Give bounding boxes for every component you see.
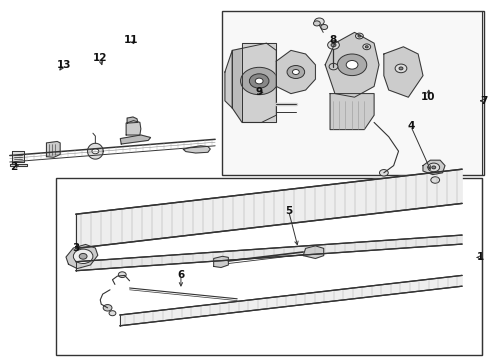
Circle shape: [379, 170, 387, 176]
Circle shape: [337, 54, 366, 76]
Text: 3: 3: [72, 243, 79, 253]
Text: 11: 11: [123, 35, 138, 45]
Circle shape: [103, 305, 112, 311]
Circle shape: [286, 66, 304, 78]
Text: 5: 5: [285, 206, 291, 216]
Circle shape: [346, 60, 357, 69]
Text: 13: 13: [56, 60, 71, 70]
Circle shape: [79, 253, 87, 259]
Polygon shape: [120, 135, 150, 144]
Circle shape: [109, 311, 116, 316]
Text: 7: 7: [479, 96, 487, 106]
Polygon shape: [120, 275, 461, 326]
Circle shape: [320, 24, 327, 30]
Text: 6: 6: [177, 270, 184, 280]
Polygon shape: [383, 47, 422, 97]
Circle shape: [92, 149, 99, 154]
Circle shape: [398, 67, 402, 70]
Polygon shape: [422, 160, 444, 175]
Polygon shape: [232, 43, 276, 122]
Circle shape: [327, 41, 339, 49]
Circle shape: [431, 166, 435, 169]
Circle shape: [328, 63, 337, 70]
Circle shape: [314, 18, 324, 25]
Polygon shape: [46, 141, 60, 157]
Text: 1: 1: [476, 252, 483, 262]
Bar: [222, 11, 483, 175]
Circle shape: [240, 67, 277, 95]
Circle shape: [357, 35, 360, 37]
Circle shape: [255, 78, 263, 84]
Polygon shape: [183, 146, 210, 153]
Polygon shape: [12, 151, 24, 162]
Polygon shape: [224, 50, 232, 108]
Polygon shape: [303, 246, 323, 258]
Text: 4: 4: [406, 121, 414, 131]
Polygon shape: [213, 256, 228, 267]
Circle shape: [118, 272, 126, 278]
Circle shape: [73, 249, 93, 264]
Polygon shape: [276, 50, 315, 94]
Circle shape: [380, 185, 386, 190]
Bar: [56, 178, 481, 355]
Text: 9: 9: [255, 87, 262, 97]
Polygon shape: [329, 94, 373, 130]
Circle shape: [362, 44, 370, 50]
Text: 10: 10: [420, 92, 434, 102]
Text: 12: 12: [93, 53, 107, 63]
Circle shape: [430, 177, 439, 183]
Polygon shape: [66, 244, 98, 269]
Circle shape: [427, 163, 439, 172]
Circle shape: [365, 46, 367, 48]
Polygon shape: [126, 121, 141, 135]
Polygon shape: [76, 169, 461, 248]
Polygon shape: [10, 164, 27, 166]
Polygon shape: [242, 43, 276, 122]
Polygon shape: [127, 117, 138, 123]
Circle shape: [249, 74, 268, 88]
Circle shape: [330, 43, 335, 47]
Polygon shape: [76, 235, 461, 271]
Polygon shape: [87, 143, 103, 159]
Circle shape: [394, 64, 406, 73]
Text: 8: 8: [328, 35, 335, 45]
Circle shape: [355, 33, 363, 39]
Circle shape: [313, 21, 320, 26]
Text: 2: 2: [10, 162, 17, 172]
Polygon shape: [325, 32, 378, 97]
Circle shape: [292, 69, 299, 75]
